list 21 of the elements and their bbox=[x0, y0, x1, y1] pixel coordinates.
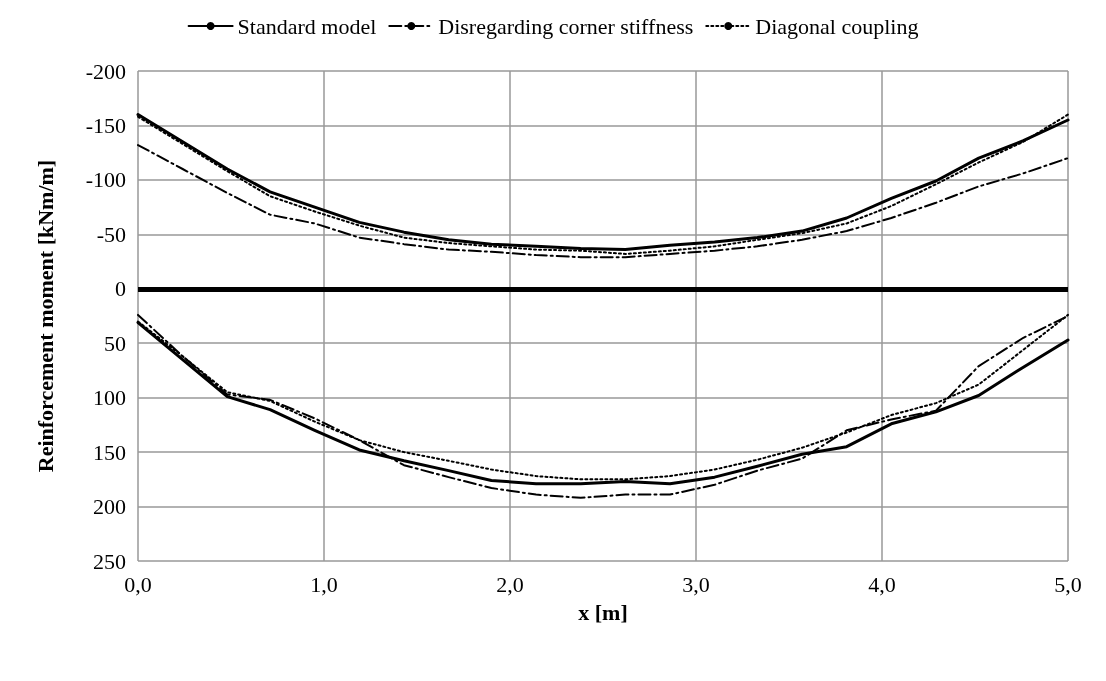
y-tick-label: -200 bbox=[85, 58, 126, 84]
y-tick-label: 100 bbox=[93, 385, 126, 411]
legend-label: Disregarding corner stiffness bbox=[438, 13, 694, 39]
x-tick-label: 3,0 bbox=[682, 571, 710, 597]
y-axis-title: Reinforcement moment [kNm/m] bbox=[32, 159, 58, 473]
y-tick-label: 150 bbox=[93, 439, 126, 465]
y-tick-label: -150 bbox=[85, 112, 126, 138]
y-tick-label: 200 bbox=[93, 494, 126, 520]
x-tick-label: 1,0 bbox=[310, 571, 338, 597]
x-axis-title: x [m] bbox=[578, 599, 628, 625]
x-tick-label: 2,0 bbox=[496, 571, 524, 597]
y-tick-label: -50 bbox=[96, 221, 126, 247]
x-tick-label: 4,0 bbox=[868, 571, 896, 597]
y-tick-label: 0 bbox=[115, 276, 126, 302]
y-tick-label: 250 bbox=[93, 548, 126, 574]
y-tick-label: -100 bbox=[85, 167, 126, 193]
x-tick-label: 0,0 bbox=[124, 571, 152, 597]
y-tick-label: 50 bbox=[104, 330, 126, 356]
legend-label: Diagonal coupling bbox=[755, 13, 919, 39]
legend-label: Standard model bbox=[237, 13, 377, 39]
x-tick-label: 5,0 bbox=[1054, 571, 1082, 597]
